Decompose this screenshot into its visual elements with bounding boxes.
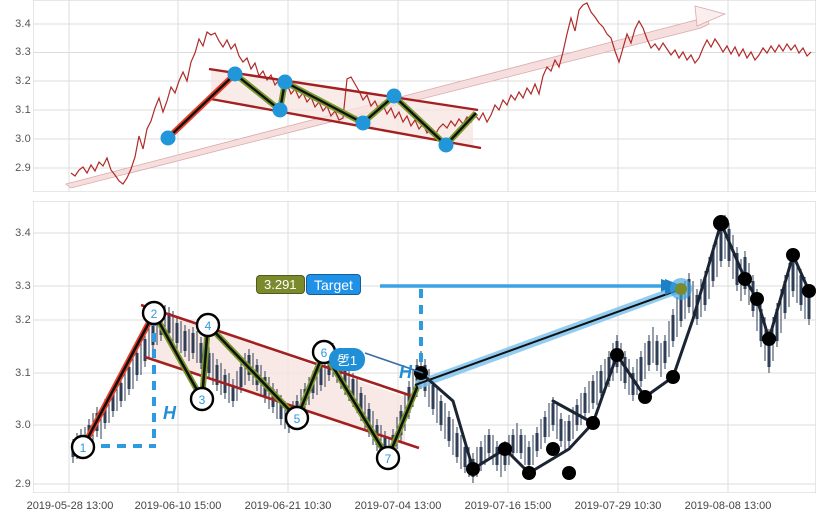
buy-connector-line <box>364 352 424 374</box>
buy-signal-badge[interactable]: 乺1 <box>329 348 365 371</box>
bottom-y-tick: 3.4 <box>15 227 31 239</box>
svg-text:6: 6 <box>321 346 328 360</box>
swing-dot <box>638 390 652 404</box>
bottom-y-axis: 3.4 3.3 3.2 3.1 3.0 2.9 <box>0 201 31 495</box>
x-axis-label: 2019-07-04 13:00 <box>354 500 442 512</box>
bottom-plot-frame <box>33 201 816 493</box>
wave-circle-2: 2 <box>141 300 167 326</box>
swing-dot <box>562 466 576 480</box>
x-axis-label: 2019-07-16 15:00 <box>464 500 552 512</box>
h-label-right: H <box>399 362 412 382</box>
swing-dot <box>466 462 480 476</box>
pivot-marker <box>277 74 293 90</box>
bottom-channel-shade <box>151 309 405 444</box>
top-y-tick: 3.1 <box>15 104 31 116</box>
swing-dot <box>546 442 560 456</box>
top-y-tick: 3.4 <box>15 18 31 30</box>
bottom-y-tick: 3.3 <box>15 280 31 292</box>
svg-text:2: 2 <box>151 307 158 321</box>
x-axis-label: 2019-06-10 15:00 <box>134 500 222 512</box>
wave-circle-7: 7 <box>375 445 401 471</box>
wave-circle-3: 3 <box>189 386 215 412</box>
wave-circle-5: 5 <box>284 405 310 431</box>
svg-text:1: 1 <box>80 441 87 455</box>
swing-dot <box>610 348 624 362</box>
target-reach-marker[interactable] <box>670 278 692 300</box>
h-measure-left <box>85 317 156 448</box>
bottom-y-tick: 2.9 <box>15 478 31 490</box>
swing-dot <box>750 292 764 306</box>
wave-circle-1: 1 <box>70 434 96 460</box>
svg-text:3: 3 <box>199 393 206 407</box>
top-plot-area[interactable] <box>33 0 816 192</box>
h-label-left: H <box>163 403 176 423</box>
top-channel-lines <box>208 67 482 150</box>
svg-text:7: 7 <box>385 452 392 466</box>
top-price-line <box>70 2 812 185</box>
bottom-zigzag-black <box>81 311 425 460</box>
top-y-tick: 2.9 <box>15 162 31 174</box>
target-value-badge[interactable]: 3.291 <box>256 275 305 294</box>
x-axis-label: 2019-06-21 10:30 <box>244 500 332 512</box>
bottom-y-tick: 3.2 <box>15 314 31 326</box>
bottom-y-tick: 3.0 <box>15 419 31 431</box>
swing-dot <box>762 332 776 346</box>
swing-dot <box>802 284 816 298</box>
pivot-marker <box>386 88 402 104</box>
wave-circle-4: 4 <box>195 312 221 338</box>
top-trend-arrow <box>65 5 727 189</box>
wave-count-circles[interactable]: 1 2 3 4 5 <box>70 300 401 471</box>
top-y-axis: 3.4 3.3 3.2 3.1 3.0 2.9 <box>0 0 31 195</box>
top-pivot-markers[interactable] <box>160 66 454 153</box>
pivot-marker <box>227 66 243 82</box>
pivot-marker <box>355 115 371 131</box>
pivot-marker <box>438 137 454 153</box>
top-y-tick: 3.0 <box>15 133 31 145</box>
svg-text:5: 5 <box>294 412 301 426</box>
swing-dot <box>738 272 752 286</box>
swing-dot <box>713 215 729 231</box>
x-axis-label: 2019-07-29 10:30 <box>574 500 662 512</box>
swing-dot <box>786 248 800 262</box>
swing-dot <box>586 416 600 430</box>
pivot-marker <box>272 102 288 118</box>
top-zigzag-black <box>167 72 477 147</box>
x-axis-label: 2019-05-28 13:00 <box>26 500 114 512</box>
swing-dot <box>666 370 680 384</box>
pivot-marker <box>160 130 176 146</box>
bottom-chart-panel: 3.4 3.3 3.2 3.1 3.0 2.9 <box>0 201 816 495</box>
x-axis-label: 2019-08-08 13:00 <box>684 500 772 512</box>
top-chart-panel: 3.4 3.3 3.2 3.1 3.0 2.9 <box>0 0 816 195</box>
target-label-badge[interactable]: Target <box>306 274 361 295</box>
svg-text:4: 4 <box>205 319 212 333</box>
swing-dot <box>522 466 536 480</box>
top-y-tick: 3.2 <box>15 75 31 87</box>
top-y-tick: 3.3 <box>15 46 31 58</box>
bottom-y-tick: 3.1 <box>15 367 31 379</box>
bottom-plot-area[interactable]: 1 2 3 4 5 <box>33 201 816 493</box>
swing-dot <box>498 442 512 456</box>
